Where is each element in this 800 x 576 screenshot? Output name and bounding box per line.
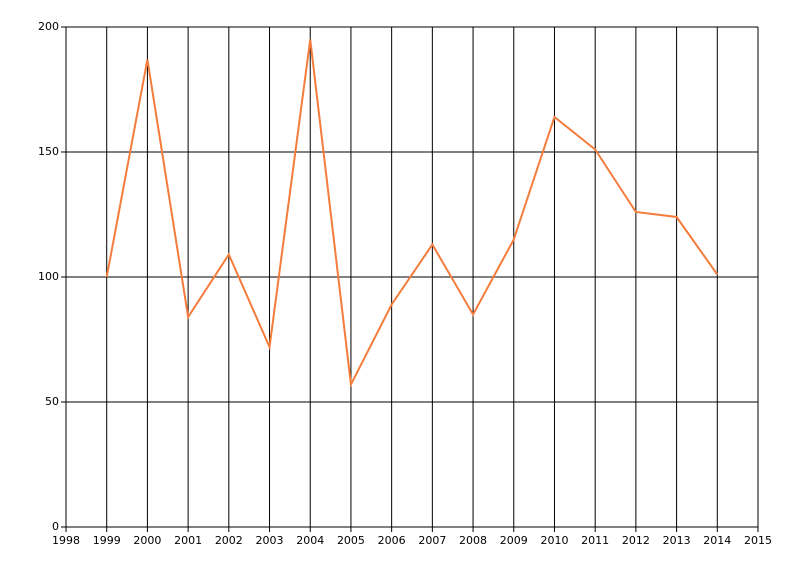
x-tick-label: 2012 [622,534,650,547]
y-tick-label: 0 [52,520,59,533]
x-tick-label: 2003 [256,534,284,547]
data-line [105,39,719,388]
x-tick-label: 2007 [418,534,446,547]
x-tick-label: 1999 [93,534,121,547]
y-tick-label: 150 [38,145,59,158]
x-tick-label: 2015 [744,534,772,547]
x-tick-label: 2000 [133,534,161,547]
x-tick-label: 2011 [581,534,609,547]
y-tick-label: 200 [38,20,59,33]
x-tick-label: 2002 [215,534,243,547]
x-tick-label: 2006 [378,534,406,547]
x-tick-label: 2004 [296,534,324,547]
y-tick-label: 50 [45,395,59,408]
x-tick-label: 2010 [540,534,568,547]
x-tick-label: 2001 [174,534,202,547]
y-tick-label: 100 [38,270,59,283]
x-tick-label: 2008 [459,534,487,547]
x-tick-label: 1998 [52,534,80,547]
x-tick-label: 2009 [500,534,528,547]
x-tick-label: 2014 [703,534,731,547]
x-tick-label: 2005 [337,534,365,547]
x-tick-label: 2013 [663,534,691,547]
